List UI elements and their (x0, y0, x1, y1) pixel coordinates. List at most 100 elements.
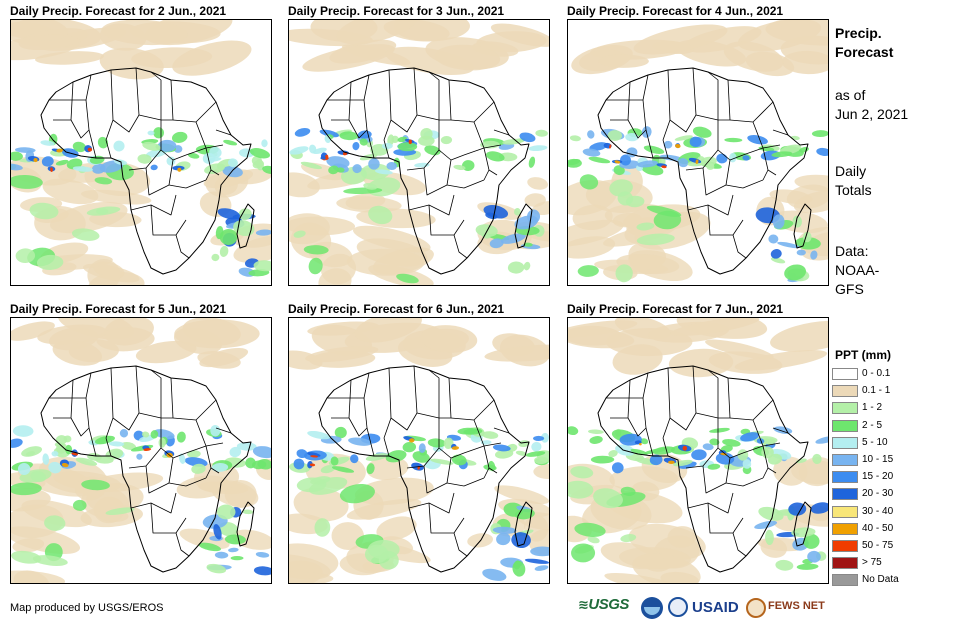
country-border (662, 437, 669, 457)
precip-band (166, 156, 176, 166)
extreme-precip-cell (325, 154, 329, 160)
africa-coastline (318, 365, 530, 573)
extreme-precip-cell (61, 462, 69, 468)
moderate-precip-area (314, 518, 331, 537)
light-precip-area (35, 51, 104, 65)
country-border (185, 147, 212, 181)
country-border (408, 492, 455, 514)
precip-band (453, 164, 466, 170)
coastal-precip-area (507, 261, 525, 274)
light-precip-area (199, 348, 249, 368)
legend-label: 0.1 - 1 (862, 385, 891, 397)
precip-band (528, 145, 548, 152)
coastal-precip-area (775, 559, 794, 571)
precip-band (331, 466, 355, 473)
legend-label: 10 - 15 (862, 453, 894, 465)
precip-band (482, 431, 499, 439)
precip-band (494, 449, 514, 459)
country-border (383, 139, 390, 159)
coastal-precip-area (230, 556, 244, 561)
precip-band (525, 451, 546, 457)
light-precip-area (667, 526, 697, 548)
country-border (772, 427, 789, 434)
country-border (732, 234, 747, 259)
light-precip-area (346, 248, 425, 276)
legend-swatch (832, 574, 858, 587)
light-precip-area (568, 328, 635, 349)
coastal-precip-area (217, 208, 241, 220)
light-precip-area (616, 254, 680, 275)
panel-title: Daily Precip. Forecast for 5 Jun., 2021 (10, 302, 227, 316)
moderate-precip-area (29, 202, 59, 220)
country-border (161, 377, 174, 419)
precip-band (767, 453, 783, 465)
precip-band (644, 447, 668, 455)
precip-band (65, 444, 73, 455)
precip-band (202, 152, 216, 165)
coastal-precip-area (758, 506, 784, 521)
precip-band (569, 135, 581, 142)
coastal-precip-area (219, 228, 238, 245)
country-border (687, 194, 734, 216)
light-precip-area (598, 54, 649, 68)
extreme-precip-cell (668, 460, 675, 464)
country-border (348, 119, 368, 139)
country-border (642, 397, 654, 457)
light-precip-area (765, 20, 828, 46)
precip-band (119, 429, 129, 438)
country-border (662, 139, 669, 159)
light-precip-area (366, 456, 409, 481)
precip-band (12, 425, 34, 437)
moderate-precip-area (293, 230, 306, 238)
precip-band (461, 160, 475, 171)
precip-band (709, 438, 720, 446)
country-border (160, 418, 187, 459)
country-border (453, 234, 468, 259)
country-border (215, 427, 232, 434)
light-precip-area (302, 44, 395, 72)
coastal-precip-area (512, 560, 526, 577)
precip-band (816, 147, 828, 157)
light-precip-area (660, 571, 699, 583)
light-precip-area (527, 177, 549, 190)
light-precip-area (668, 348, 734, 378)
precip-band (320, 464, 336, 474)
light-precip-area (21, 499, 92, 528)
precip-band (582, 148, 601, 157)
moderate-precip-area (11, 174, 43, 189)
precip-band (515, 450, 527, 456)
coastal-precip-area (224, 534, 246, 545)
usaid-logo: USAID (692, 599, 739, 616)
map-credit: Map produced by USGS/EROS (10, 602, 164, 614)
light-precip-area (37, 324, 107, 345)
precip-band (261, 139, 268, 148)
light-precip-area (484, 344, 549, 362)
precip-band (48, 461, 62, 474)
data-line2: NOAA- (835, 262, 880, 278)
legend-title: PPT (mm) (835, 348, 892, 362)
coastal-precip-area (514, 215, 539, 230)
precip-band (262, 165, 271, 175)
moderate-precip-area (296, 477, 327, 493)
coastal-precip-area (242, 509, 254, 515)
precip-band (709, 427, 730, 433)
legend-swatch (832, 453, 858, 466)
precip-band (722, 438, 741, 447)
coastal-precip-area (777, 241, 800, 249)
precip-band (519, 132, 536, 143)
coastal-precip-area (770, 249, 782, 259)
light-precip-area (80, 189, 152, 205)
country-border (168, 159, 207, 189)
precip-band (55, 159, 69, 166)
coastal-precip-area (765, 529, 774, 546)
country-border (729, 101, 774, 123)
precip-band (368, 158, 380, 170)
moderate-precip-area (81, 479, 110, 491)
country-border (702, 167, 727, 196)
precip-band (397, 136, 408, 143)
precip-band (11, 151, 23, 161)
light-precip-area (434, 44, 501, 71)
country-border (150, 204, 187, 236)
moderate-precip-area (363, 182, 378, 190)
precip-band (312, 147, 327, 154)
